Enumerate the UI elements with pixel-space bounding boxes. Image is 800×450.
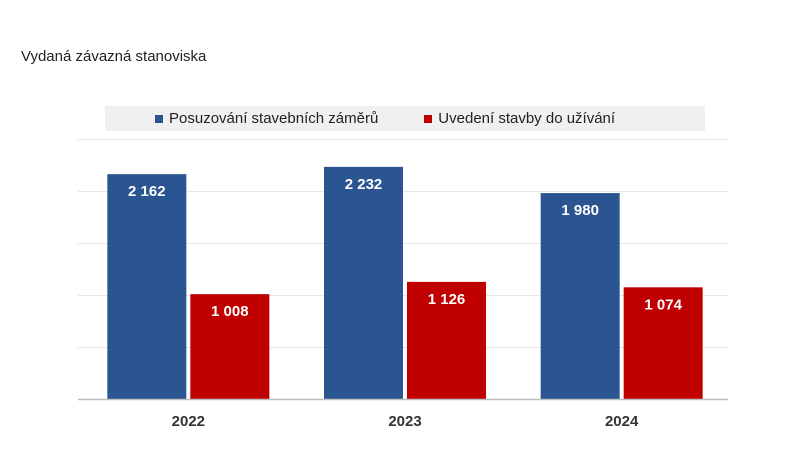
legend-label-series-1: Posuzování stavebních záměrů bbox=[169, 110, 379, 127]
data-label-series-2-2023: 1 126 bbox=[428, 291, 466, 308]
x-tick-label-2024: 2024 bbox=[605, 413, 639, 430]
legend-item-series-2: Uvedení stavby do užívání bbox=[424, 110, 615, 127]
x-tick-label-2023: 2023 bbox=[388, 413, 421, 430]
bar-series-2-2024 bbox=[623, 287, 703, 399]
legend-label-series-2: Uvedení stavby do užívání bbox=[438, 110, 616, 127]
legend-swatch-series-1 bbox=[155, 114, 163, 123]
data-label-series-1-2023: 2 232 bbox=[345, 176, 383, 193]
legend: Posuzování stavebních záměrů Uvedení sta… bbox=[105, 106, 705, 131]
data-label-series-2-2024: 1 074 bbox=[644, 296, 682, 313]
legend-item-series-1: Posuzování stavebních záměrů bbox=[155, 110, 378, 127]
bar-series-1-2022 bbox=[107, 174, 187, 399]
chart-title: Vydaná závazná stanoviska bbox=[21, 48, 207, 65]
x-tick-label-2022: 2022 bbox=[172, 413, 205, 430]
bar-series-2-2023 bbox=[407, 281, 486, 399]
data-label-series-2-2022: 1 008 bbox=[211, 303, 249, 320]
data-label-series-1-2022: 2 162 bbox=[128, 183, 166, 200]
bar-series-1-2023 bbox=[324, 166, 403, 399]
data-label-series-1-2024: 1 980 bbox=[561, 202, 599, 219]
bar-series-2-2022 bbox=[190, 294, 270, 399]
legend-swatch-series-2 bbox=[424, 114, 433, 123]
bar-series-1-2024 bbox=[540, 193, 620, 399]
